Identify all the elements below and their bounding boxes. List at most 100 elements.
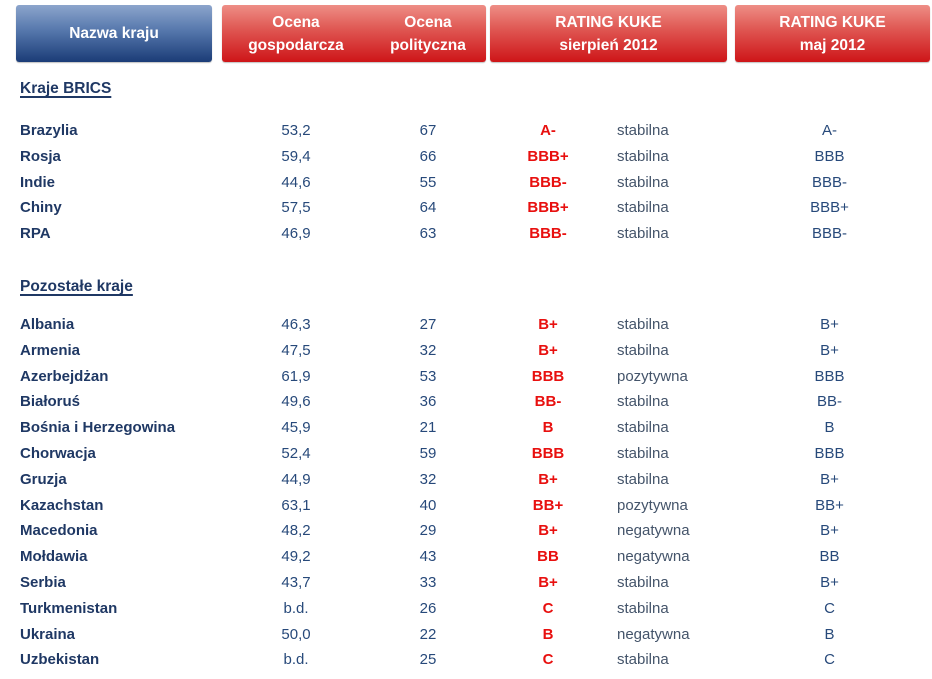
economic-score: 49,6 [281,393,311,411]
country-name: Kazachstan [20,496,104,514]
country-name: Azerbejdżan [20,367,109,385]
country-name: Ukraina [20,625,76,643]
political-score: 67 [419,122,437,139]
table-header: Nazwa kraju Ocena gospodarcza Ocena poli… [0,0,932,62]
rating-kuke-may: B+ [820,470,839,488]
table-row: Albania 46,3 27 B+ stabilna B+ [0,312,932,338]
country-name: Chiny [20,199,62,217]
table-row: Chiny 57,5 64 BBB+ stabilna BBB+ [0,195,932,221]
rating-outlook: stabilna [617,225,669,243]
rating-outlook: pozytywna [617,367,688,385]
rating-outlook: negatywna [617,548,690,566]
section-rows: Albania 46,3 27 B+ stabilna B+ Armenia 4… [0,312,932,673]
table-row: Serbia 43,7 33 B+ stabilna B+ [0,570,932,596]
rating-kuke-may: B [824,625,835,643]
rating-kuke-may: B+ [820,341,839,359]
rating-kuke-august: C [542,651,554,669]
rating-kuke-august: B+ [538,522,558,540]
political-score: 43 [419,548,437,566]
economic-score: b.d. [283,599,309,617]
rating-kuke-may: BBB+ [810,199,849,217]
country-name: Białoruś [20,393,81,411]
economic-score: 46,3 [281,315,311,333]
rating-outlook: stabilna [617,599,669,617]
rating-kuke-august: A- [540,122,556,139]
political-score: 64 [419,199,437,217]
table-row: Bośnia i Herzegowina 45,9 21 B stabilna … [0,415,932,441]
country-name: Uzbekistan [20,651,100,669]
country-name: Bośnia i Herzegowina [20,419,176,437]
economic-score: 63,1 [281,496,311,514]
economic-score: 53,2 [281,122,311,139]
header-scores-group: Ocena gospodarcza Ocena polityczna [222,5,486,62]
rating-kuke-may: BBB- [811,225,847,243]
rating-outlook: stabilna [617,573,669,591]
political-score: 40 [419,496,437,514]
rating-kuke-may: BBB [814,147,845,165]
country-name: Brazylia [20,122,78,139]
rating-outlook: stabilna [617,122,669,139]
section-rows: Brazylia 53,2 67 A- stabilna A- Rosja 59… [0,118,932,247]
economic-score: 43,7 [281,573,311,591]
table-row: Ukraina 50,0 22 B negatywna B [0,622,932,648]
political-score: 26 [419,599,437,617]
political-score: 36 [419,393,437,411]
political-score: 33 [419,573,437,591]
rating-kuke-may: BB [819,548,840,566]
rating-kuke-may: B+ [820,522,839,540]
economic-score: b.d. [283,651,309,669]
political-score: 27 [419,315,437,333]
political-score: 21 [419,419,437,437]
rating-kuke-may: C [824,651,835,669]
political-score: 66 [419,147,437,165]
table-row: Chorwacja 52,4 59 BBB stabilna BBB [0,441,932,467]
section-title: Pozostałe kraje [20,277,133,295]
header-rating-may: RATING KUKE maj 2012 [735,5,930,62]
table-row: Brazylia 53,2 67 A- stabilna A- [0,118,932,144]
rating-kuke-august: BB+ [532,496,564,514]
rating-kuke-august: B+ [538,341,558,359]
country-name: Turkmenistan [20,599,118,617]
rating-kuke-august: BBB- [529,225,567,243]
economic-score: 49,2 [281,548,311,566]
economic-score: 50,0 [281,625,311,643]
rating-kuke-may: A- [822,122,837,139]
header-political-score: Ocena polityczna [390,13,466,54]
rating-kuke-may: B+ [820,315,839,333]
rating-kuke-august: B [542,625,554,643]
table-row: Turkmenistan b.d. 26 C stabilna C [0,596,932,622]
economic-score: 57,5 [281,199,311,217]
section-other-countries: Pozostałe kraje Albania 46,3 27 B+ stabi… [0,273,932,673]
rating-outlook: stabilna [617,199,669,217]
rating-outlook: stabilna [617,173,669,191]
country-name: Mołdawia [20,548,88,566]
rating-kuke-may: B [824,419,835,437]
country-name: Gruzja [20,470,67,488]
rating-outlook: stabilna [617,315,669,333]
rating-outlook: stabilna [617,341,669,359]
political-score: 63 [419,225,437,243]
rating-outlook: stabilna [617,393,669,411]
rating-kuke-august: BBB [531,367,565,385]
table-row: Rosja 59,4 66 BBB+ stabilna BBB [0,144,932,170]
rating-outlook: stabilna [617,651,669,669]
economic-score: 47,5 [281,341,311,359]
rating-outlook: pozytywna [617,496,688,514]
political-score: 29 [419,522,437,540]
political-score: 32 [419,470,437,488]
table-row: Azerbejdżan 61,9 53 BBB pozytywna BBB [0,364,932,390]
table-row: Armenia 47,5 32 B+ stabilna B+ [0,338,932,364]
table-row: Białoruś 49,6 36 BB- stabilna BB- [0,389,932,415]
rating-kuke-may: BBB- [811,173,847,191]
rating-outlook: stabilna [617,147,669,165]
country-name: Chorwacja [20,444,96,462]
economic-score: 46,9 [281,225,311,243]
table-row: Uzbekistan b.d. 25 C stabilna C [0,647,932,673]
table-row: RPA 46,9 63 BBB- stabilna BBB- [0,221,932,247]
rating-kuke-august: B [542,419,554,437]
table-row: Kazachstan 63,1 40 BB+ pozytywna BB+ [0,493,932,519]
country-name: Armenia [20,341,81,359]
rating-outlook: stabilna [617,419,669,437]
header-rating-august: RATING KUKE sierpień 2012 [490,5,727,62]
